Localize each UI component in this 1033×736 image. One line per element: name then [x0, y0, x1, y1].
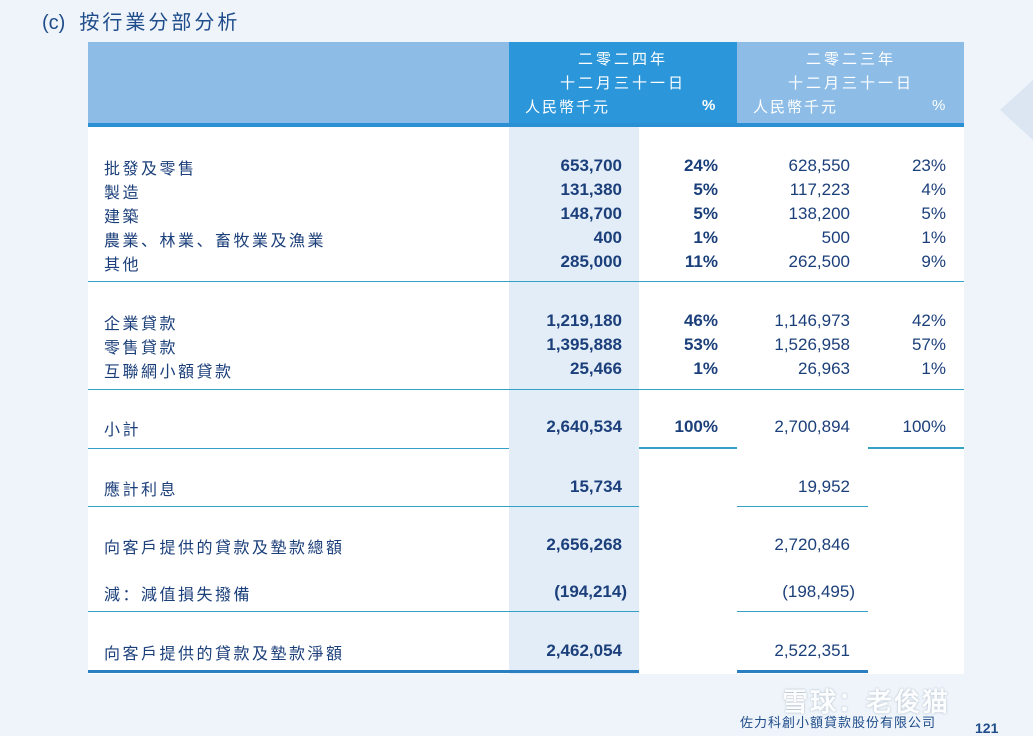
value-2024: (194,214): [554, 582, 627, 601]
section-title-text: 按行業分部分析: [79, 10, 241, 34]
row-divider: [88, 281, 964, 282]
value-2024: 25,466: [570, 359, 622, 378]
pct-2024-total-rule: [639, 447, 737, 449]
pct-2024: 1%: [693, 228, 718, 247]
column-2024-band: [509, 127, 639, 674]
footer-company: 佐力科創小額貸款股份有限公司: [740, 716, 937, 731]
pct-2023: 4%: [921, 180, 946, 199]
pct-2023: 9%: [921, 252, 946, 271]
value-2024: 285,000: [560, 252, 622, 271]
pct-2023: 23%: [911, 156, 946, 175]
header-2023-date: 十二月三十一日: [787, 74, 914, 92]
row-label: 減：減值損失撥備: [104, 585, 253, 604]
pct-2023-total-rule: [868, 447, 964, 449]
row-label: 其他: [104, 255, 142, 274]
row-label: 企業貸款: [104, 314, 179, 333]
value-2023: 1,146,973: [774, 311, 850, 330]
row-divider: [737, 611, 868, 612]
value-2023: (198,495): [782, 582, 855, 601]
pct-2024: 53%: [683, 335, 718, 354]
row-label: 製造: [104, 183, 142, 202]
watermark: 雪球：老俊猫: [782, 688, 951, 718]
header-2023-year: 二零二三年: [805, 50, 896, 68]
value-2023: 2,522,351: [774, 641, 850, 660]
value-2024: 653,700: [560, 156, 622, 175]
header-2023-unit: 人民幣千元: [753, 98, 839, 116]
row-label: 農業、林業、畜牧業及漁業: [104, 231, 327, 250]
value-2024: 1,395,888: [546, 335, 622, 354]
industry-segment-table: 二零二四年 十二月三十一日 人民幣千元 % 二零二三年 十二月三十一日 人民幣千…: [88, 42, 964, 674]
value-2024: 15,734: [570, 477, 622, 496]
total-rule: [88, 670, 639, 673]
row-label: 向客戶提供的貸款及墊款總額: [104, 538, 345, 557]
value-2023: 2,720,846: [774, 535, 850, 554]
pct-2024: 5%: [693, 180, 718, 199]
row-divider: [88, 389, 964, 390]
row-divider: [88, 448, 509, 449]
pct-2024: 1%: [693, 359, 718, 378]
header-2024-year: 二零二四年: [577, 50, 668, 68]
pct-2023: 1%: [921, 359, 946, 378]
pct-2023: 100%: [902, 417, 946, 436]
row-divider: [88, 611, 639, 612]
value-2023: 262,500: [788, 252, 850, 271]
pct-2023: 42%: [911, 311, 946, 330]
section-tag: (c): [42, 12, 66, 34]
value-2023: 1,526,958: [774, 335, 850, 354]
value-2023: 2,700,894: [774, 417, 850, 436]
value-2024: 2,640,534: [546, 417, 622, 436]
row-label: 批發及零售: [104, 159, 197, 178]
total-rule: [737, 670, 868, 673]
row-divider: [737, 506, 868, 507]
header-rule: [88, 123, 964, 127]
row-label: 小計: [104, 420, 142, 439]
pct-2024: 46%: [683, 311, 718, 330]
pct-2023: 57%: [911, 335, 946, 354]
value-2023: 26,963: [798, 359, 850, 378]
value-2024: 131,380: [560, 180, 622, 199]
value-2023: 500: [821, 228, 850, 247]
row-label: 應計利息: [104, 480, 179, 499]
value-2024: 2,462,054: [546, 641, 622, 660]
section-title: (c) 按行業分部分析: [42, 6, 240, 35]
value-2024: 400: [593, 228, 622, 247]
value-2024: 2,656,268: [546, 535, 622, 554]
pct-2024: 5%: [693, 204, 718, 223]
pct-2023: 1%: [921, 228, 946, 247]
pct-2024: 24%: [683, 156, 718, 175]
pct-2024: 11%: [684, 252, 718, 271]
value-2023: 138,200: [788, 204, 850, 223]
value-2024: 1,219,180: [546, 311, 622, 330]
value-2024: 148,700: [560, 204, 622, 223]
row-label: 建築: [104, 207, 142, 226]
header-2024-pct: %: [702, 97, 716, 114]
row-divider: [88, 506, 639, 507]
value-2023: 19,952: [798, 477, 850, 496]
row-label: 零售貸款: [104, 338, 179, 357]
value-2023: 117,223: [789, 180, 850, 199]
header-2024-band: [509, 42, 737, 126]
pct-2024: 100%: [674, 417, 718, 436]
header-2023-pct: %: [932, 97, 946, 114]
row-label: 互聯網小額貸款: [104, 362, 234, 381]
pct-2023: 5%: [921, 204, 946, 223]
header-2024-date: 十二月三十一日: [559, 74, 686, 92]
header-2024-unit: 人民幣千元: [525, 98, 611, 116]
row-label: 向客戶提供的貸款及墊款淨額: [104, 644, 345, 663]
value-2023: 628,550: [788, 156, 850, 175]
page-number: 121: [975, 720, 999, 736]
